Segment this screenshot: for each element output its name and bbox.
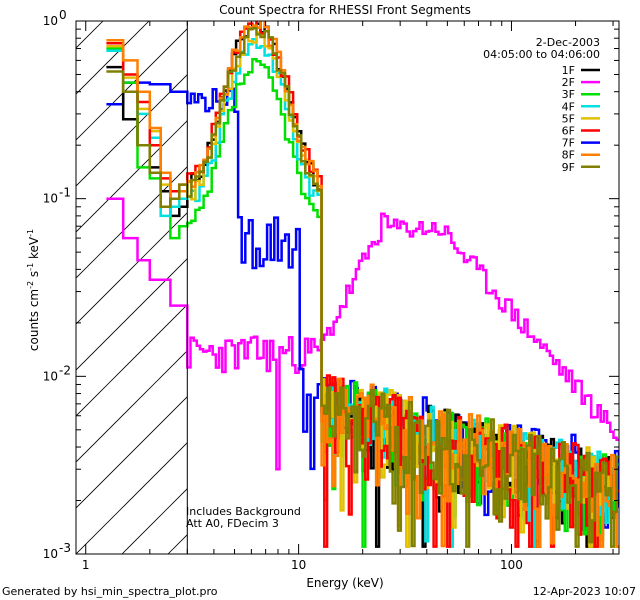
hatch-line [76,28,188,141]
y-tick-label: 10 [43,192,58,206]
legend-time-range: 04:05:00 to 04:06:00 [483,48,600,61]
legend-label-5F: 5F [562,112,575,125]
y-tick-label: 10 [43,547,58,561]
legend-label-8F: 8F [562,149,575,162]
x-tick-label: 10 [291,558,306,572]
legend-label-4F: 4F [562,100,575,113]
y-label-kev: keV [27,236,41,263]
y-tick-exponent: -2 [59,363,71,377]
y-axis-label: counts cm-2 s-1 keV-1 [26,229,41,351]
legend-label-3F: 3F [562,88,575,101]
legend-label-7F: 7F [562,137,575,150]
series-line-2F [106,197,619,471]
y-tick-exponent: 0 [59,8,67,22]
y-label-exp3: -1 [26,229,35,237]
legend-label-2F: 2F [562,76,575,89]
plot-frame [75,20,620,555]
series-line-9F [106,27,619,548]
y-tick-exponent: -3 [59,541,71,555]
footer-timestamp: 12-Apr-2023 10:07 [532,585,636,598]
hatch-line [76,21,150,95]
hatch-line [76,212,188,325]
footer-generated: Generated by hsi_min_spectra_plot.pro [2,585,218,598]
chart-title: Count Spectra for RHESSI Front Segments [219,3,471,17]
hatch-line [76,396,188,509]
hatch-line [76,166,188,279]
hatch-line [628,0,640,554]
y-tick-exponent: -1 [59,186,71,200]
annotation-line: Att A0, FDecim 3 [186,517,279,530]
y-label-exp1: -2 [26,281,35,289]
y-label-exp2: -1 [26,263,35,271]
series-layer [106,21,619,548]
hatch-line [76,350,188,463]
hatched-region [0,0,640,554]
y-label-s: s [27,271,41,281]
y-tick-label: 10 [43,369,58,383]
hatch-line [76,442,188,554]
y-tick-label: 10 [43,14,58,28]
x-tick-label: 100 [500,558,523,572]
legend-label-1F: 1F [562,64,575,77]
y-label-base: counts cm [27,289,41,351]
legend-date: 2-Dec-2003 [536,36,600,49]
legend-label-9F: 9F [562,161,575,174]
annotation-line: Includes Background [186,505,301,518]
hatch-line [0,0,124,554]
x-axis-label: Energy (keV) [306,576,383,590]
series-line-8F [106,21,619,548]
hatch-line [76,258,188,371]
x-tick-label: 1 [82,558,90,572]
legend-label-6F: 6F [562,125,575,138]
